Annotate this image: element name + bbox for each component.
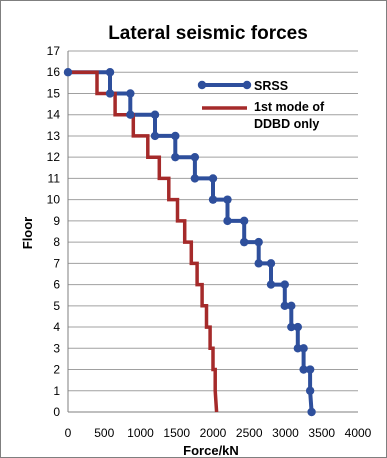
data-point-srss bbox=[105, 68, 115, 77]
data-point-srss bbox=[254, 259, 263, 268]
legend-label-ddbd: 1st mode of DDBD only bbox=[254, 100, 325, 131]
data-point-srss bbox=[239, 216, 249, 226]
chart-title: Lateral seismic forces bbox=[108, 23, 308, 44]
series-layer bbox=[63, 68, 316, 417]
legend-label-srss: SRSS bbox=[254, 79, 288, 93]
y-tick-label: 0 bbox=[53, 405, 60, 419]
data-point-srss bbox=[239, 237, 249, 247]
y-tick-label: 8 bbox=[53, 235, 60, 249]
y-tick-label: 3 bbox=[53, 341, 60, 355]
y-tick-label: 7 bbox=[53, 256, 60, 270]
data-point-srss bbox=[266, 280, 276, 289]
x-tick-label: 2500 bbox=[236, 426, 263, 440]
y-tick-label: 9 bbox=[53, 214, 60, 228]
x-tick-label: 1000 bbox=[127, 426, 154, 440]
grid-layer bbox=[68, 50, 358, 392]
data-point-srss bbox=[280, 280, 289, 289]
y-tick-label: 16 bbox=[47, 65, 61, 79]
data-point-srss bbox=[171, 152, 180, 162]
legend-marker-start bbox=[197, 80, 207, 90]
x-tick-label: 2000 bbox=[200, 426, 227, 440]
x-tick-label: 3000 bbox=[272, 426, 299, 440]
data-point-srss bbox=[307, 407, 316, 417]
data-point-srss bbox=[190, 174, 200, 183]
y-tick-label: 1 bbox=[53, 384, 60, 398]
y-tick-label: 2 bbox=[53, 363, 60, 377]
x-tick-label: 500 bbox=[94, 426, 114, 440]
y-tick-label: 17 bbox=[47, 44, 61, 58]
x-tick-label: 3500 bbox=[308, 426, 335, 440]
y-tick-label: 10 bbox=[47, 193, 61, 207]
data-point-srss bbox=[287, 301, 296, 311]
data-point-srss bbox=[150, 110, 160, 119]
y-tick-label: 5 bbox=[53, 299, 60, 313]
y-axis-title: Floor bbox=[20, 217, 35, 250]
data-point-srss bbox=[105, 89, 115, 98]
y-tick-label: 13 bbox=[47, 129, 61, 143]
data-point-srss bbox=[171, 131, 180, 141]
x-axis-title: Force/kN bbox=[183, 443, 239, 457]
x-tick-label: 4000 bbox=[345, 426, 372, 440]
data-point-srss bbox=[208, 195, 218, 204]
data-point-srss bbox=[126, 110, 135, 119]
data-point-srss bbox=[190, 152, 200, 162]
data-point-srss bbox=[150, 131, 160, 141]
legend-marker-end bbox=[242, 80, 252, 90]
y-tick-label: 15 bbox=[47, 86, 61, 100]
data-point-srss bbox=[305, 365, 315, 374]
y-tick-label: 12 bbox=[47, 150, 61, 164]
data-point-srss bbox=[223, 216, 232, 226]
data-point-srss bbox=[293, 322, 303, 332]
y-tick-label: 6 bbox=[53, 278, 60, 292]
data-point-srss bbox=[266, 259, 276, 268]
data-point-srss bbox=[280, 301, 289, 311]
data-point-srss bbox=[293, 344, 303, 353]
y-tick-label: 11 bbox=[48, 171, 61, 185]
data-point-srss bbox=[305, 386, 315, 395]
y-tick-label: 14 bbox=[47, 108, 61, 122]
data-point-srss bbox=[299, 365, 308, 374]
data-point-srss bbox=[287, 322, 296, 332]
data-point-srss bbox=[299, 344, 308, 353]
data-point-srss bbox=[254, 237, 263, 247]
x-tick-label: 0 bbox=[65, 426, 72, 440]
data-point-srss bbox=[208, 174, 218, 183]
data-point-srss bbox=[126, 89, 135, 98]
x-tick-label: 1500 bbox=[163, 426, 190, 440]
data-point-srss bbox=[223, 195, 232, 204]
series-line-ddbd bbox=[68, 70, 219, 413]
data-point-srss bbox=[63, 68, 73, 77]
legend: SRSS 1st mode of DDBD only bbox=[197, 79, 325, 131]
y-tick-label: 4 bbox=[53, 320, 60, 334]
